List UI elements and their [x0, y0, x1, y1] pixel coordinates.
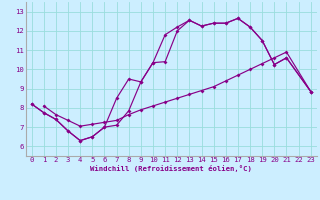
X-axis label: Windchill (Refroidissement éolien,°C): Windchill (Refroidissement éolien,°C) — [90, 165, 252, 172]
